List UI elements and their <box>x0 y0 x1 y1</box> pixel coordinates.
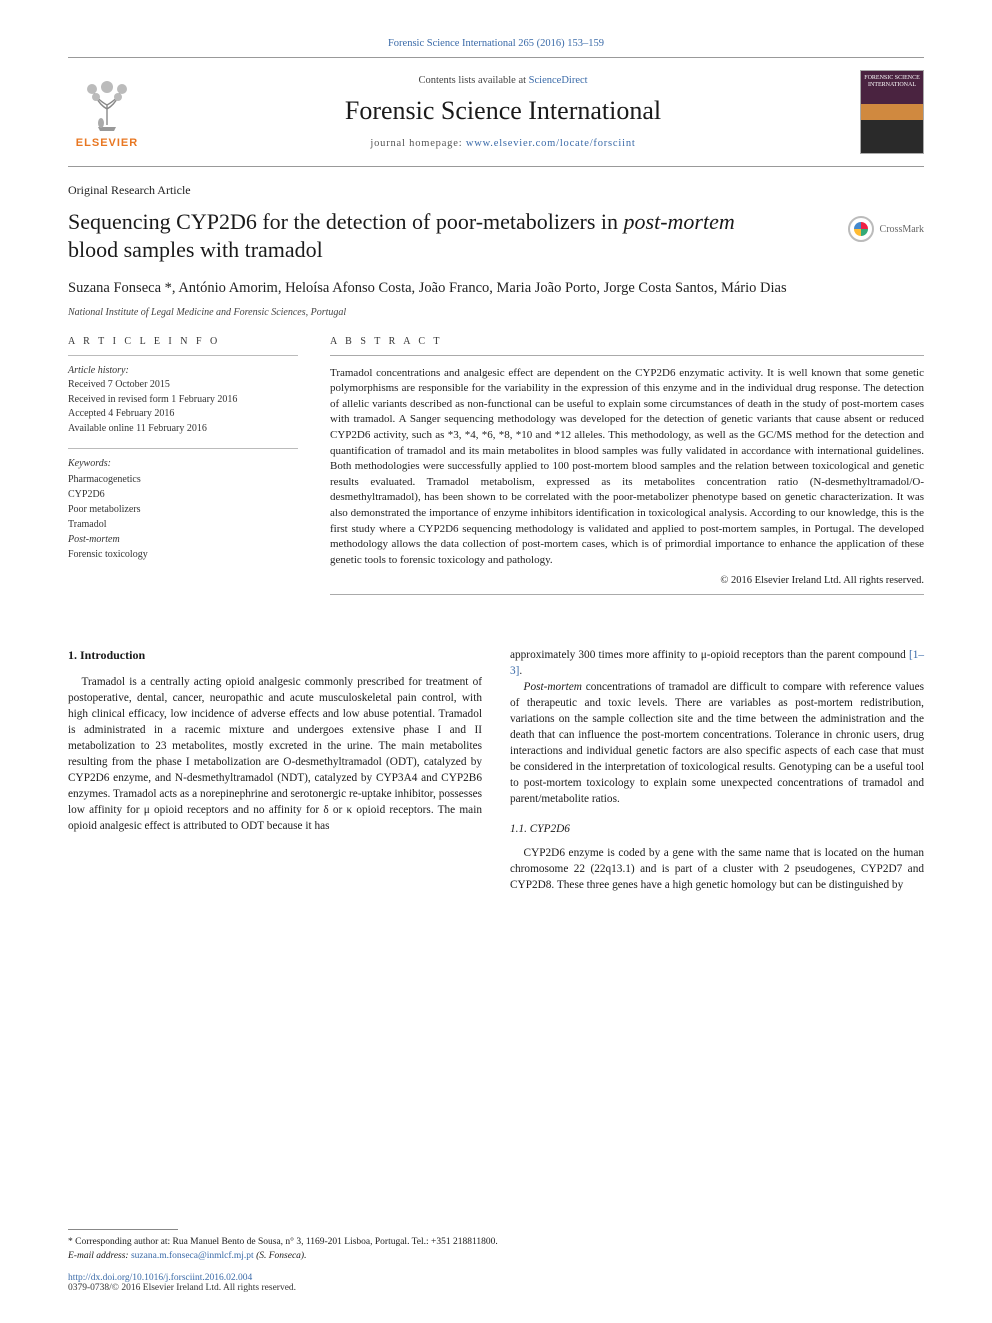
email-label: E-mail address: <box>68 1251 131 1261</box>
subsection-heading-cyp2d6: 1.1. CYP2D6 <box>510 821 924 837</box>
crossmark-label: CrossMark <box>880 224 924 235</box>
masthead-center: Contents lists available at ScienceDirec… <box>162 75 844 149</box>
citation-header: Forensic Science International 265 (2016… <box>68 38 924 49</box>
keyword: Forensic toxicology <box>68 547 298 562</box>
section-heading-introduction: 1. Introduction <box>68 647 482 664</box>
intro-paragraph: Tramadol is a centrally acting opioid an… <box>68 674 482 834</box>
col2-paragraph-a: approximately 300 times more affinity to… <box>510 647 924 679</box>
article-info-column: A R T I C L E I N F O Article history: R… <box>68 336 298 605</box>
col2-paragraph-b: Post-mortem concentrations of tramadol a… <box>510 679 924 807</box>
homepage-line: journal homepage: www.elsevier.com/locat… <box>162 138 844 149</box>
col2b-italic: Post-mortem <box>524 681 582 693</box>
sciencedirect-link[interactable]: ScienceDirect <box>529 75 588 86</box>
corresponding-author: * Corresponding author at: Rua Manuel Be… <box>68 1236 924 1249</box>
title-part2: blood samples with tramadol <box>68 237 323 262</box>
masthead: ELSEVIER Contents lists available at Sci… <box>68 57 924 167</box>
article-type: Original Research Article <box>68 183 924 198</box>
history-accepted: Accepted 4 February 2016 <box>68 407 298 422</box>
history-label: Article history: <box>68 364 298 379</box>
abstract-text: Tramadol concentrations and analgesic ef… <box>330 366 924 569</box>
cyp2d6-paragraph: CYP2D6 enzyme is coded by a gene with th… <box>510 845 924 893</box>
elsevier-tree-icon <box>76 75 138 133</box>
homepage-link[interactable]: www.elsevier.com/locate/forsciint <box>466 138 636 149</box>
paper-title: Sequencing CYP2D6 for the detection of p… <box>68 208 748 264</box>
email-suffix: (S. Fonseca). <box>254 1251 307 1261</box>
col2a-text: approximately 300 times more affinity to… <box>510 649 909 661</box>
contents-line: Contents lists available at ScienceDirec… <box>162 75 844 86</box>
history-revised: Received in revised form 1 February 2016 <box>68 393 298 408</box>
abstract-column: A B S T R A C T Tramadol concentrations … <box>330 336 924 605</box>
crossmark-icon <box>848 216 874 242</box>
article-info-heading: A R T I C L E I N F O <box>68 336 298 347</box>
keywords-label: Keywords: <box>68 457 298 472</box>
elsevier-wordmark: ELSEVIER <box>76 137 138 149</box>
cover-thumb-label: FORENSIC SCIENCE INTERNATIONAL <box>861 71 923 92</box>
keyword: Pharmacogenetics <box>68 472 298 487</box>
col2a-end: . <box>519 665 522 677</box>
journal-title: Forensic Science International <box>162 96 844 126</box>
journal-cover-thumb: FORENSIC SCIENCE INTERNATIONAL <box>860 70 924 154</box>
title-italic: post-mortem <box>624 209 735 234</box>
keyword: CYP2D6 <box>68 487 298 502</box>
article-history: Article history: Received 7 October 2015… <box>68 364 298 437</box>
authors: Suzana Fonseca *, António Amorim, Heloís… <box>68 278 924 298</box>
issn-copyright: 0379-0738/© 2016 Elsevier Ireland Ltd. A… <box>68 1283 924 1293</box>
title-part1: Sequencing CYP2D6 for the detection of p… <box>68 209 624 234</box>
crossmark-badge-group[interactable]: CrossMark <box>848 216 924 242</box>
affiliation: National Institute of Legal Medicine and… <box>68 307 924 318</box>
abstract-copyright: © 2016 Elsevier Ireland Ltd. All rights … <box>330 575 924 586</box>
keywords-list: Pharmacogenetics CYP2D6 Poor metabolizer… <box>68 472 298 562</box>
homepage-prefix: journal homepage: <box>370 138 465 149</box>
elsevier-logo: ELSEVIER <box>68 68 146 156</box>
keyword: Tramadol <box>68 517 298 532</box>
page-footer: * Corresponding author at: Rua Manuel Be… <box>68 1229 924 1293</box>
col2b-text: concentrations of tramadol are difficult… <box>510 681 924 805</box>
body-columns: 1. Introduction Tramadol is a centrally … <box>68 647 924 893</box>
history-online: Available online 11 February 2016 <box>68 422 298 437</box>
author-email-link[interactable]: suzana.m.fonseca@inmlcf.mj.pt <box>131 1251 254 1261</box>
contents-prefix: Contents lists available at <box>418 75 528 86</box>
history-received: Received 7 October 2015 <box>68 378 298 393</box>
doi-link[interactable]: http://dx.doi.org/10.1016/j.forsciint.20… <box>68 1273 252 1283</box>
email-line: E-mail address: suzana.m.fonseca@inmlcf.… <box>68 1251 924 1261</box>
abstract-heading: A B S T R A C T <box>330 336 924 347</box>
doi-line: http://dx.doi.org/10.1016/j.forsciint.20… <box>68 1273 924 1283</box>
keyword: Poor metabolizers <box>68 502 298 517</box>
keywords-block: Keywords: Pharmacogenetics CYP2D6 Poor m… <box>68 457 298 562</box>
keyword-italic: Post-mortem <box>68 532 298 547</box>
